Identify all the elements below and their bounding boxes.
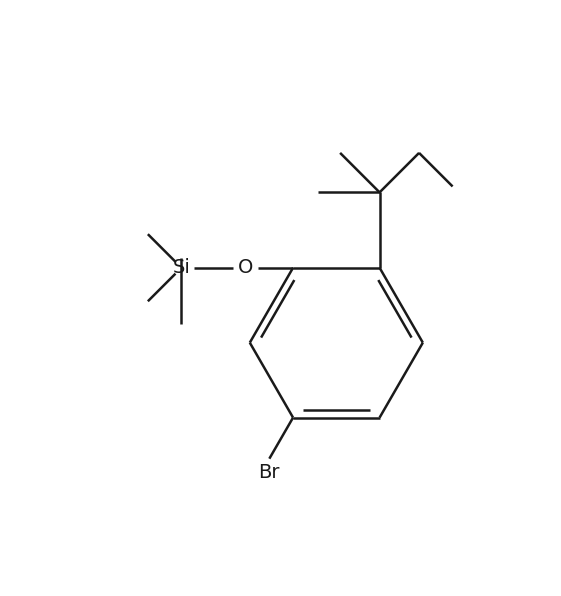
Text: Br: Br	[259, 463, 280, 482]
Text: O: O	[238, 258, 254, 277]
Text: Si: Si	[172, 258, 190, 277]
